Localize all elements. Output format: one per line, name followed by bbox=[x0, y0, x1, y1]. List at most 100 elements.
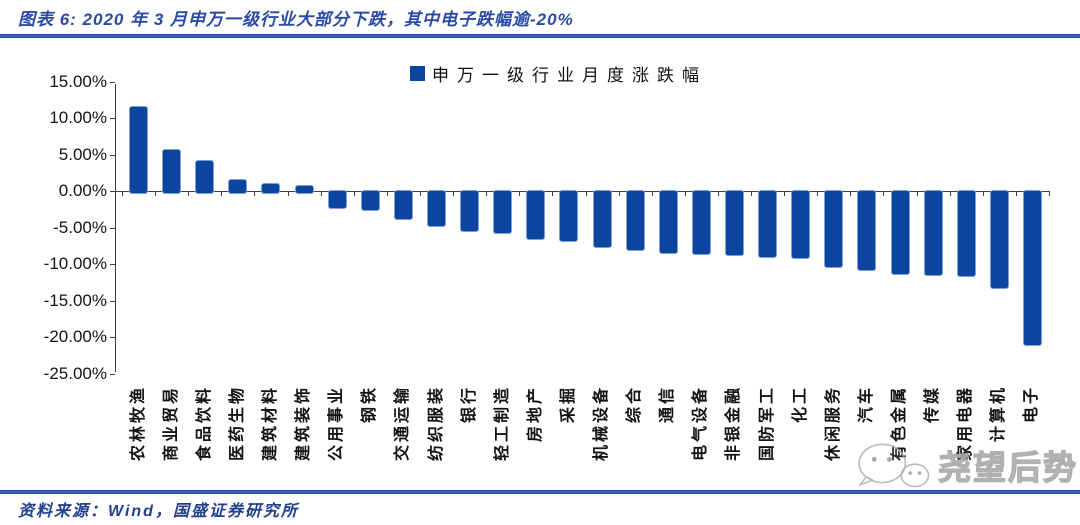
x-axis-tick bbox=[552, 191, 554, 196]
x-axis-category-label: 化工 bbox=[791, 385, 809, 424]
y-axis-tick-label: 0.00% bbox=[58, 181, 107, 200]
x-axis-tick bbox=[1049, 191, 1050, 196]
x-axis-tick bbox=[684, 191, 686, 196]
x-axis-category-label: 房地产 bbox=[526, 385, 544, 443]
x-axis-tick bbox=[453, 191, 455, 196]
bar bbox=[989, 190, 1009, 290]
bar bbox=[294, 185, 314, 194]
y-axis-line bbox=[115, 84, 116, 372]
x-axis-tick bbox=[883, 191, 885, 196]
x-axis-tick bbox=[486, 191, 488, 196]
bar bbox=[824, 190, 844, 269]
bar bbox=[327, 190, 347, 210]
x-axis-zero-line bbox=[115, 191, 1049, 192]
x-axis-category-label: 传媒 bbox=[924, 385, 942, 424]
bar bbox=[493, 190, 513, 234]
bar bbox=[559, 190, 579, 242]
x-axis-tick bbox=[817, 191, 819, 196]
x-axis-category-label: 电子 bbox=[1023, 385, 1041, 424]
x-axis-category-label: 国防军工 bbox=[758, 385, 776, 462]
bar bbox=[956, 190, 976, 277]
x-axis-tick bbox=[287, 191, 289, 196]
x-axis-category-label: 公用事业 bbox=[328, 385, 346, 462]
source-note: 资料来源：Wind，国盛证券研究所 bbox=[18, 503, 299, 520]
bar bbox=[228, 178, 248, 194]
x-axis-category-label: 通信 bbox=[659, 385, 677, 424]
bar bbox=[791, 190, 811, 259]
x-axis-category-label: 纺织服装 bbox=[427, 385, 445, 462]
y-axis-tick bbox=[110, 118, 115, 119]
x-axis-category-label: 商业贸易 bbox=[162, 385, 180, 462]
x-axis-tick bbox=[188, 191, 190, 196]
x-axis-tick bbox=[221, 191, 223, 196]
figure-title: 图表 6: 2020 年 3 月申万一级行业大部分下跌，其中电子跌幅逾-20% bbox=[18, 10, 574, 29]
x-axis-category-label: 农林牧渔 bbox=[129, 385, 147, 462]
x-axis-category-label: 银行 bbox=[460, 385, 478, 424]
y-axis-tick-label: 10.00% bbox=[49, 108, 107, 127]
y-axis-tick bbox=[110, 264, 115, 265]
x-axis-category-label: 食品饮料 bbox=[195, 385, 213, 462]
x-axis-category-label: 建筑材料 bbox=[261, 385, 279, 462]
x-axis-tick bbox=[751, 191, 753, 196]
x-axis-tick bbox=[320, 191, 322, 196]
y-axis-tick-label: -25.00% bbox=[43, 363, 107, 383]
bar bbox=[890, 190, 910, 276]
bar bbox=[360, 190, 380, 212]
x-axis-category-label: 综合 bbox=[626, 385, 644, 424]
x-axis-tick bbox=[982, 191, 984, 196]
x-axis-category-label: 非银金融 bbox=[725, 385, 743, 462]
legend-color-swatch bbox=[410, 66, 425, 81]
x-axis-tick bbox=[254, 191, 256, 196]
x-axis-category-label: 计算机 bbox=[990, 385, 1008, 443]
x-axis-tick bbox=[519, 191, 521, 196]
bar bbox=[625, 190, 645, 251]
y-axis-tick bbox=[110, 191, 115, 192]
x-axis-category-label: 休闲服务 bbox=[824, 385, 842, 462]
bar bbox=[1022, 190, 1042, 347]
bar bbox=[857, 190, 877, 272]
y-axis-tick-label: 5.00% bbox=[58, 144, 107, 164]
bar bbox=[261, 182, 281, 194]
bar bbox=[129, 106, 149, 194]
x-axis-category-label: 医药生物 bbox=[228, 385, 246, 462]
x-axis-category-label: 有色金属 bbox=[891, 385, 909, 462]
x-axis-category-label: 家用电器 bbox=[957, 385, 975, 462]
bar bbox=[393, 190, 413, 220]
y-axis-tick bbox=[110, 337, 115, 338]
bar bbox=[592, 190, 612, 248]
y-axis-tick bbox=[110, 154, 115, 156]
x-axis-tick bbox=[155, 191, 157, 196]
x-axis-tick bbox=[386, 191, 388, 196]
x-axis-category-label: 钢铁 bbox=[361, 385, 379, 424]
footer-divider-line bbox=[0, 490, 1080, 494]
y-axis-tick bbox=[110, 373, 115, 375]
y-axis-tick-label: -15.00% bbox=[43, 290, 107, 310]
y-axis-tick bbox=[110, 81, 115, 83]
bar bbox=[526, 190, 546, 241]
y-axis-tick bbox=[110, 300, 115, 302]
x-axis-category-label: 轻工制造 bbox=[493, 385, 511, 462]
y-axis-tick-label: 15.00% bbox=[49, 71, 107, 91]
bar bbox=[427, 190, 447, 228]
bar bbox=[923, 190, 943, 277]
x-axis-category-label: 汽车 bbox=[857, 385, 875, 424]
x-axis-tick bbox=[916, 191, 918, 196]
bar bbox=[460, 190, 480, 233]
y-axis-tick-label: -10.00% bbox=[43, 254, 107, 273]
y-axis-tick-label: -20.00% bbox=[43, 327, 107, 346]
x-axis-tick bbox=[850, 191, 852, 196]
x-axis-category-label: 机械设备 bbox=[593, 385, 611, 462]
x-axis-category-label: 交通运输 bbox=[394, 385, 412, 462]
bar bbox=[758, 190, 778, 258]
x-axis-tick bbox=[585, 191, 587, 196]
x-axis-tick bbox=[122, 191, 123, 196]
x-axis-category-label: 采掘 bbox=[559, 385, 577, 424]
x-axis-category-label: 电气设备 bbox=[692, 385, 710, 462]
bar bbox=[195, 159, 215, 194]
x-axis-tick bbox=[353, 191, 355, 196]
x-axis-tick bbox=[1015, 191, 1017, 196]
bar bbox=[691, 190, 711, 256]
x-axis-tick bbox=[717, 191, 719, 196]
x-axis-tick bbox=[784, 191, 786, 196]
